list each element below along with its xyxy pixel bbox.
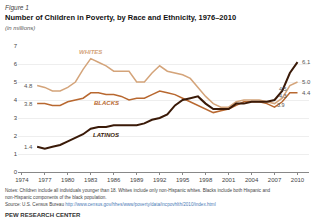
svg-text:6.1: 6.1 <box>302 59 311 65</box>
svg-text:non-Hispanic components of the: non-Hispanic components of the black pop… <box>5 195 107 200</box>
svg-text:Figure 1: Figure 1 <box>5 4 29 12</box>
svg-text:4.5: 4.5 <box>279 86 287 92</box>
svg-text:7: 7 <box>14 43 18 49</box>
svg-text:PEW RESEARCH CENTER: PEW RESEARCH CENTER <box>5 212 81 218</box>
svg-text:LATINOS: LATINOS <box>93 132 119 138</box>
svg-text:1974: 1974 <box>15 177 29 183</box>
svg-text:1980: 1980 <box>61 177 75 183</box>
svg-text:1989: 1989 <box>130 177 144 183</box>
svg-text:1995: 1995 <box>176 177 190 183</box>
svg-text:1977: 1977 <box>38 177 52 183</box>
svg-text:Source: U.S. Census Bureau htt: Source: U.S. Census Bureau http://www.ce… <box>5 202 216 207</box>
svg-text:(in millions): (in millions) <box>5 25 35 31</box>
svg-text:4.4: 4.4 <box>302 90 311 96</box>
svg-text:2007: 2007 <box>268 177 282 183</box>
svg-text:4: 4 <box>14 97 18 103</box>
svg-text:1: 1 <box>14 151 18 157</box>
svg-text:6: 6 <box>14 61 18 67</box>
svg-text:2001: 2001 <box>222 177 236 183</box>
svg-text:1998: 1998 <box>199 177 213 183</box>
svg-text:WHITES: WHITES <box>79 49 102 55</box>
svg-text:4.3: 4.3 <box>279 93 287 99</box>
svg-text:4.8: 4.8 <box>24 83 33 89</box>
svg-text:2010: 2010 <box>291 177 305 183</box>
svg-text:3.8: 3.8 <box>24 101 33 107</box>
svg-text:1983: 1983 <box>84 177 98 183</box>
svg-text:5.0: 5.0 <box>302 79 311 85</box>
svg-text:Notes: Children include all in: Notes: Children include all individuals … <box>5 188 270 193</box>
svg-text:1986: 1986 <box>107 177 121 183</box>
svg-text:3.9: 3.9 <box>277 102 285 108</box>
svg-text:0: 0 <box>14 169 18 175</box>
svg-text:5: 5 <box>14 79 18 85</box>
svg-text:2: 2 <box>14 133 18 139</box>
svg-text:1992: 1992 <box>153 177 167 183</box>
svg-text:Number of Children in Poverty,: Number of Children in Poverty, by Race a… <box>5 13 236 22</box>
svg-text:BLACKS: BLACKS <box>94 100 119 106</box>
svg-text:2004: 2004 <box>245 177 259 183</box>
svg-text:1.4: 1.4 <box>24 144 33 150</box>
svg-text:3: 3 <box>14 115 18 121</box>
